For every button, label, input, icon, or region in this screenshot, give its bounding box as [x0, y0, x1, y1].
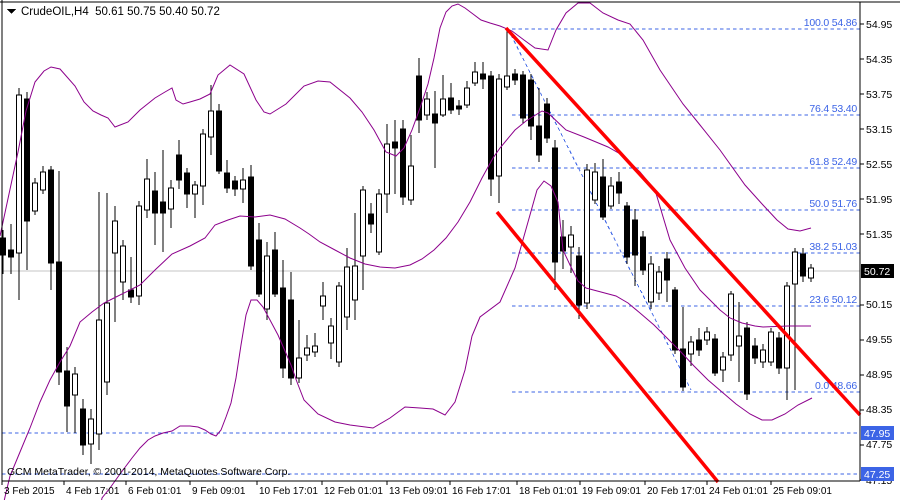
svg-text:52.55: 52.55: [866, 159, 892, 171]
svg-text:13 Feb 09:01: 13 Feb 09:01: [389, 486, 448, 497]
svg-text:9 Feb 09:01: 9 Feb 09:01: [192, 486, 246, 497]
svg-text:76.4 53.40: 76.4 53.40: [809, 103, 857, 115]
svg-text:50.0 51.76: 50.0 51.76: [809, 198, 857, 210]
svg-text:4 Feb 17:01: 4 Feb 17:01: [66, 486, 120, 497]
svg-text:61.8 52.49: 61.8 52.49: [809, 156, 857, 168]
svg-text:24 Feb 01:01: 24 Feb 01:01: [709, 486, 768, 497]
svg-text:47.25: 47.25: [864, 469, 890, 481]
svg-text:GCM MetaTrader, © 2001-2014, M: GCM MetaTrader, © 2001-2014, MetaQuotes …: [7, 466, 290, 478]
svg-text:20 Feb 17:01: 20 Feb 17:01: [647, 486, 706, 497]
svg-text:51.35: 51.35: [866, 229, 892, 241]
svg-text:51.95: 51.95: [866, 194, 892, 206]
svg-text:47.95: 47.95: [864, 428, 890, 440]
svg-text:16 Feb 17:01: 16 Feb 17:01: [452, 486, 511, 497]
svg-text:18 Feb 01:01: 18 Feb 01:01: [519, 486, 578, 497]
svg-text:48.35: 48.35: [866, 404, 892, 416]
svg-text:23.6 50.12: 23.6 50.12: [809, 294, 857, 306]
svg-text:53.15: 53.15: [866, 124, 892, 136]
svg-text:47.75: 47.75: [866, 439, 892, 451]
svg-text:6 Feb 01:01: 6 Feb 01:01: [128, 486, 182, 497]
svg-text:50.15: 50.15: [866, 299, 892, 311]
svg-text:50.72: 50.72: [864, 266, 890, 278]
svg-text:100.0 54.86: 100.0 54.86: [804, 17, 858, 29]
svg-text:49.55: 49.55: [866, 334, 892, 346]
svg-text:12 Feb 01:01: 12 Feb 01:01: [324, 486, 383, 497]
svg-text:48.95: 48.95: [866, 369, 892, 381]
svg-text:53.75: 53.75: [866, 89, 892, 101]
svg-text:0.0 48.66: 0.0 48.66: [815, 380, 857, 392]
svg-text:25 Feb 09:01: 25 Feb 09:01: [773, 486, 832, 497]
svg-text:54.95: 54.95: [866, 19, 892, 31]
svg-text:CrudeOIL,H4 50.61 50.75 50.40: CrudeOIL,H4 50.61 50.75 50.40 50.72: [21, 6, 220, 18]
svg-text:19 Feb 09:01: 19 Feb 09:01: [582, 486, 641, 497]
svg-text:54.35: 54.35: [866, 54, 892, 66]
svg-text:38.2 51.03: 38.2 51.03: [809, 241, 857, 253]
svg-text:3 Feb 2015: 3 Feb 2015: [4, 486, 55, 497]
svg-text:10 Feb 17:01: 10 Feb 17:01: [259, 486, 318, 497]
